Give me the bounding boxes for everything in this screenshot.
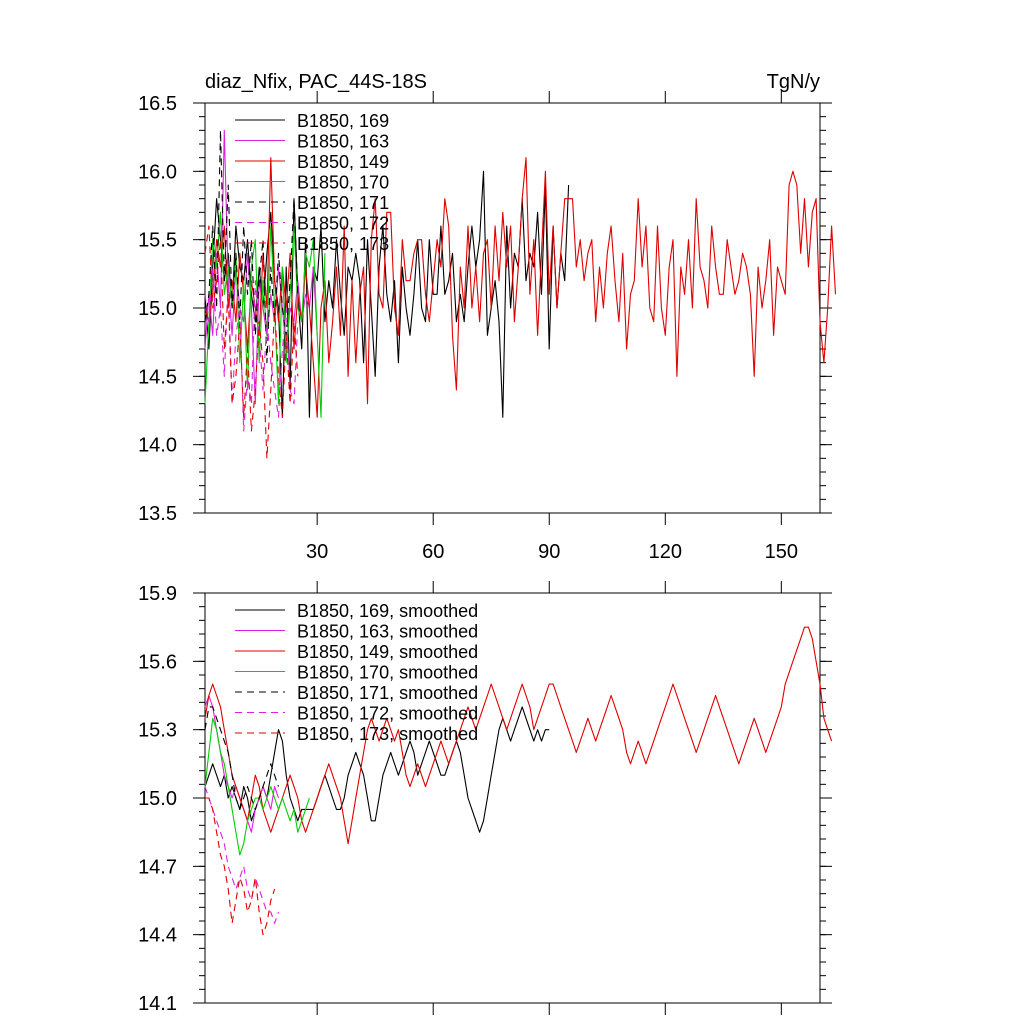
series-line-3 bbox=[204, 211, 326, 418]
legend-label: B1850, 170 bbox=[297, 173, 389, 193]
legend-label: B1850, 169 bbox=[297, 111, 389, 131]
x-tick-label: 30 bbox=[306, 541, 328, 563]
legend-label: B1850, 173, smoothed bbox=[297, 724, 478, 744]
series-line-6 bbox=[205, 797, 276, 936]
legend-label: B1850, 149, smoothed bbox=[297, 642, 478, 662]
x-tick-label: 60 bbox=[422, 541, 444, 563]
legend-label: B1850, 172, smoothed bbox=[297, 704, 478, 724]
legend-label: B1850, 173 bbox=[297, 234, 389, 254]
bottom-panel: 14.1 14.4 14.7 15.0 15.3 15.6 15.9 B1850, 169,… bbox=[138, 581, 833, 1015]
series-line-5 bbox=[204, 786, 280, 924]
legend-label: B1850, 170, smoothed bbox=[297, 663, 478, 683]
axes-ticks: 13.5 14.0 14.5 15.0 15.5 16.0 16.5 30 60 90 120 150 bbox=[138, 91, 832, 563]
series-lines bbox=[204, 626, 833, 936]
x-tick-label: 150 bbox=[765, 541, 798, 563]
y-tick-label: 16.5 bbox=[138, 93, 177, 115]
y-tick-label: 14.4 bbox=[138, 925, 177, 947]
y-tick-label: 15.0 bbox=[138, 298, 177, 320]
series-line-6 bbox=[204, 225, 299, 459]
y-tick-label: 14.0 bbox=[138, 435, 177, 457]
legend-label: B1850, 163, smoothed bbox=[297, 622, 478, 642]
y-tick-label: 14.7 bbox=[138, 856, 177, 878]
y-tick-label: 15.9 bbox=[138, 583, 177, 605]
units-label: TgN/y bbox=[767, 71, 820, 93]
y-tick-label: 15.0 bbox=[138, 788, 177, 810]
legend-label: B1850, 171 bbox=[297, 193, 389, 213]
chart-title: diaz_Nfix, PAC_44S-18S bbox=[205, 71, 427, 93]
series-line-4 bbox=[204, 706, 280, 810]
legend-label: B1850, 171, smoothed bbox=[297, 683, 478, 703]
top-panel: diaz_Nfix, PAC_44S-18S TgN/y 13.5 14.0 14.… bbox=[138, 71, 837, 563]
y-tick-label: 15.5 bbox=[138, 230, 177, 252]
y-tick-label: 13.5 bbox=[138, 503, 177, 525]
x-tick-label: 90 bbox=[538, 541, 560, 563]
legend-label: B1850, 172 bbox=[297, 214, 389, 234]
series-line-2 bbox=[204, 626, 833, 845]
y-tick-label: 14.5 bbox=[138, 366, 177, 388]
y-tick-label: 14.1 bbox=[138, 993, 177, 1015]
legend-label: B1850, 163 bbox=[297, 132, 389, 152]
legend-label: B1850, 169, smoothed bbox=[297, 601, 478, 621]
series-line-4 bbox=[204, 129, 299, 364]
series-lines bbox=[204, 129, 837, 459]
series-line-2 bbox=[204, 157, 837, 418]
legend-label: B1850, 149 bbox=[297, 152, 389, 172]
axes-ticks: 14.1 14.4 14.7 15.0 15.3 15.6 15.9 bbox=[138, 581, 832, 1015]
y-tick-label: 16.0 bbox=[138, 161, 177, 183]
series-line-3 bbox=[204, 717, 310, 856]
y-tick-label: 15.3 bbox=[138, 720, 177, 742]
x-tick-label: 120 bbox=[649, 541, 682, 563]
y-tick-label: 15.6 bbox=[138, 651, 177, 673]
